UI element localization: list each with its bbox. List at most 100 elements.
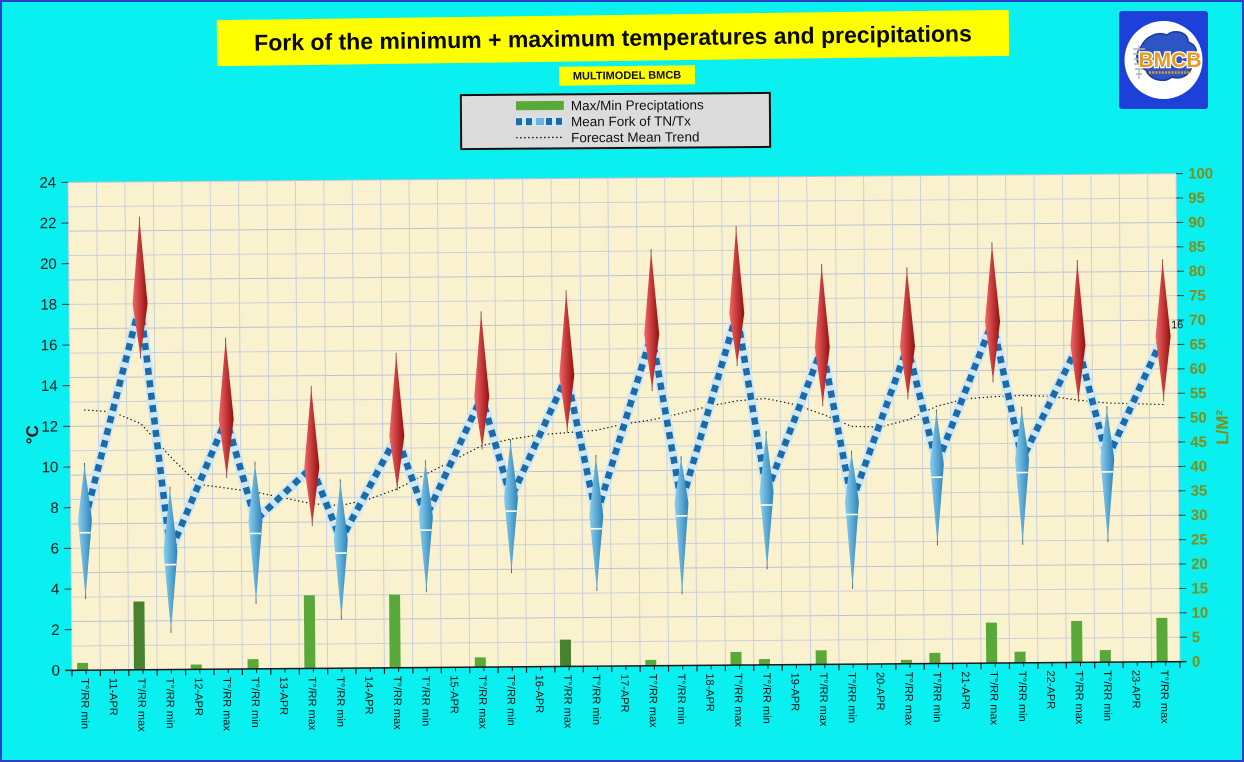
svg-text:T°/RR max: T°/RR max <box>902 672 914 726</box>
min-fork-spindle <box>77 464 92 597</box>
svg-text:60: 60 <box>1190 361 1207 378</box>
precip-bar <box>303 595 316 669</box>
svg-text:12-APR: 12-APR <box>192 677 204 716</box>
precip-bar <box>559 639 572 667</box>
svg-text:8: 8 <box>50 500 58 517</box>
svg-text:T°/RR min: T°/RR min <box>78 678 90 729</box>
svg-text:10: 10 <box>42 459 59 476</box>
logo-text: BMCB <box>1139 49 1202 72</box>
max-fork-spindle <box>900 269 916 398</box>
svg-text:16: 16 <box>41 337 58 354</box>
blue-dashed-line-icon <box>515 116 565 127</box>
svg-text:11-APR: 11-APR <box>107 678 119 716</box>
svg-text:T°/RR min: T°/RR min <box>249 677 261 728</box>
max-fork-spindle <box>729 228 745 365</box>
map-icon <box>1136 31 1197 81</box>
right-axis-title: L/M² <box>1213 409 1232 444</box>
svg-text:T°/RR min: T°/RR min <box>590 674 602 725</box>
svg-text:14: 14 <box>41 378 58 395</box>
svg-text:18: 18 <box>40 296 57 313</box>
legend-item-trend: Forecast Mean Trend <box>516 128 769 146</box>
svg-text:T°/RR max: T°/RR max <box>135 678 147 732</box>
precip-bar <box>929 652 941 664</box>
max-fork-spindle <box>218 339 234 476</box>
svg-text:T°/RR max: T°/RR max <box>1073 670 1085 724</box>
min-fork-spindle <box>844 452 859 587</box>
precip-bar <box>730 651 742 666</box>
max-fork-spindle <box>132 218 148 357</box>
green-bar-icon <box>515 100 564 111</box>
svg-text:T°/RR min: T°/RR min <box>675 674 687 725</box>
svg-text:T°/RR max: T°/RR max <box>391 676 403 730</box>
svg-text:14-APR: 14-APR <box>362 676 374 715</box>
svg-text:T°/RR max: T°/RR max <box>987 671 999 725</box>
precip-bar <box>1071 620 1083 663</box>
min-fork-spindle <box>759 433 774 568</box>
max-fork-spindle <box>644 251 660 390</box>
svg-text:6: 6 <box>51 540 59 557</box>
svg-text:13-APR: 13-APR <box>277 677 289 716</box>
svg-text:15: 15 <box>1191 580 1208 597</box>
max-fork-spindle <box>389 354 405 489</box>
chart-group: 024681012141618202224°C05101520253035404… <box>23 165 1232 732</box>
min-fork-spindle <box>503 441 518 572</box>
svg-text:T°/RR min: T°/RR min <box>163 678 175 729</box>
svg-text:T°/RR max: T°/RR max <box>1158 670 1170 724</box>
svg-text:T°/RR max: T°/RR max <box>476 675 488 729</box>
svg-text:10: 10 <box>1191 605 1208 622</box>
fork-spindles <box>77 216 1171 633</box>
precip-bar <box>1014 651 1026 663</box>
svg-text:16-APR: 16-APR <box>533 675 545 714</box>
min-fork-spindle <box>1015 408 1030 543</box>
min-fork-spindle <box>418 462 433 591</box>
svg-text:17-APR: 17-APR <box>618 674 630 713</box>
svg-text:T°/RR max: T°/RR max <box>732 673 744 727</box>
precip-bar <box>900 659 913 664</box>
svg-text:20-APR: 20-APR <box>874 672 886 711</box>
svg-text:40: 40 <box>1190 458 1207 475</box>
svg-text:23-APR: 23-APR <box>1129 670 1141 709</box>
svg-text:25: 25 <box>1191 531 1208 548</box>
left-axis-title: °C <box>23 425 42 444</box>
min-fork-spindle <box>1100 408 1115 541</box>
min-fork-spindle <box>333 481 348 618</box>
svg-text:80: 80 <box>1189 263 1206 280</box>
svg-text:45: 45 <box>1190 434 1207 451</box>
svg-text:2: 2 <box>51 622 59 639</box>
min-fork-spindle <box>248 463 263 602</box>
point-value-label: 16 <box>1171 319 1183 331</box>
precip-bar <box>1156 617 1168 662</box>
svg-text:12: 12 <box>41 418 58 435</box>
precipitation-bars <box>77 594 1168 671</box>
svg-text:T°/RR min: T°/RR min <box>930 672 942 723</box>
precip-bar <box>389 594 401 668</box>
svg-text:T°/RR max: T°/RR max <box>220 677 232 731</box>
svg-text:4: 4 <box>51 581 59 598</box>
svg-text:90: 90 <box>1188 214 1205 231</box>
svg-text:T°/RR min: T°/RR min <box>504 675 516 726</box>
precip-bar <box>474 657 486 668</box>
min-fork-spindle <box>674 458 689 593</box>
svg-text:15-APR: 15-APR <box>448 675 460 714</box>
svg-text:95: 95 <box>1188 190 1205 207</box>
svg-text:T°/RR max: T°/RR max <box>646 674 658 728</box>
x-axis <box>65 660 1186 677</box>
svg-text:22: 22 <box>40 215 57 232</box>
svg-text:T°/RR min: T°/RR min <box>419 676 431 727</box>
svg-text:21-APR: 21-APR <box>959 671 971 710</box>
svg-text:70: 70 <box>1189 312 1206 329</box>
precip-bar <box>758 659 770 665</box>
right-axis: 0 5 10 15 20 25 30 35 40 45 50 55 60 65 70 75 80 85 90 95 10… <box>1176 165 1232 671</box>
svg-text:24: 24 <box>39 174 56 191</box>
svg-text:5: 5 <box>1192 629 1200 646</box>
precip-bar <box>133 601 145 670</box>
bmcb-logo: BMCB <box>1119 11 1208 109</box>
legend: Max/Min Preciptations Mean Fork of TN/Tx… <box>459 91 772 151</box>
max-fork-spindle <box>474 313 490 448</box>
black-dotted-line-icon <box>516 136 565 139</box>
svg-text:T°/RR min: T°/RR min <box>760 673 772 724</box>
